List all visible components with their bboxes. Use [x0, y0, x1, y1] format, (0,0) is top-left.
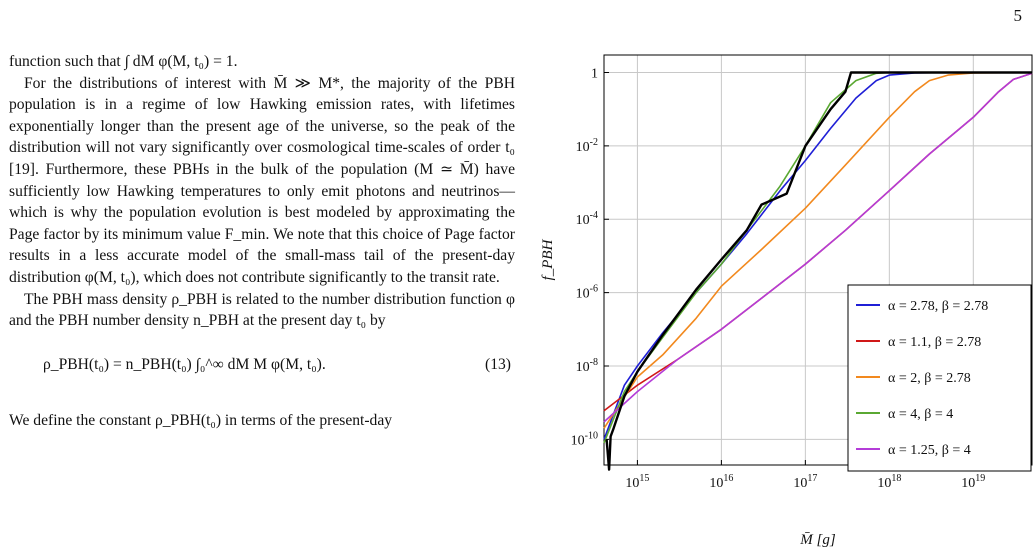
y-tick-label: 1 [591, 67, 598, 82]
legend-label: α = 1.1, β = 2.78 [888, 335, 981, 350]
plot-frame [603, 54, 1033, 466]
legend-label: α = 2, β = 2.78 [888, 371, 971, 386]
x-tick-label: 1018 [877, 473, 901, 491]
y-axis-label: f_PBH [540, 238, 556, 280]
x-tick-label: 1015 [625, 473, 649, 491]
series-line [603, 72, 1033, 423]
x-tick-label: 1017 [793, 473, 817, 491]
series-line [605, 71, 1032, 471]
equation-row: ρ_PBH(t₀) = n_PBH(t₀) ∫₀^∞ dM M φ(M, t₀)… [9, 340, 515, 400]
x-axis-label: M̄ [g] [799, 532, 836, 548]
equation: ρ_PBH(t₀) = n_PBH(t₀) ∫₀^∞ dM M φ(M, t₀)… [43, 355, 326, 373]
y-tick-label: 10-8 [576, 357, 598, 375]
text-column: function such that ∫ dM φ(M, t₀) = 1. Fo… [9, 51, 515, 431]
y-tick-label: 10-10 [571, 430, 598, 448]
series-line [603, 71, 1033, 429]
y-tick-label: 10-2 [576, 137, 598, 155]
paragraph: We define the constant ρ_PBH(t₀) in term… [9, 411, 393, 429]
y-tick-label: 10-4 [576, 210, 598, 228]
paragraph: For the distributions of interest with M… [9, 74, 515, 286]
page-number: 5 [1013, 6, 1023, 25]
legend-label: α = 2.78, β = 2.78 [888, 299, 988, 314]
x-tick-label: 1016 [709, 473, 733, 491]
paragraph: function such that ∫ dM φ(M, t₀) = 1. [9, 53, 238, 70]
legend-label: α = 4, β = 4 [888, 407, 953, 422]
y-tick-label: 10-6 [576, 284, 598, 302]
line-chart: 1015 1016 1017 1018 1019 1 10-2 10-4 10-6 10-8 10-… [540, 54, 1033, 548]
paragraph: The PBH mass density ρ_PBH is related to… [9, 290, 515, 330]
x-tick-label: 1019 [961, 473, 985, 491]
figure: 1015 1016 1017 1018 1019 1 10-2 10-4 10-6 10-8 10-… [528, 44, 1036, 558]
equation-number: (13) [485, 355, 511, 373]
legend-label: α = 1.25, β = 4 [888, 443, 971, 458]
